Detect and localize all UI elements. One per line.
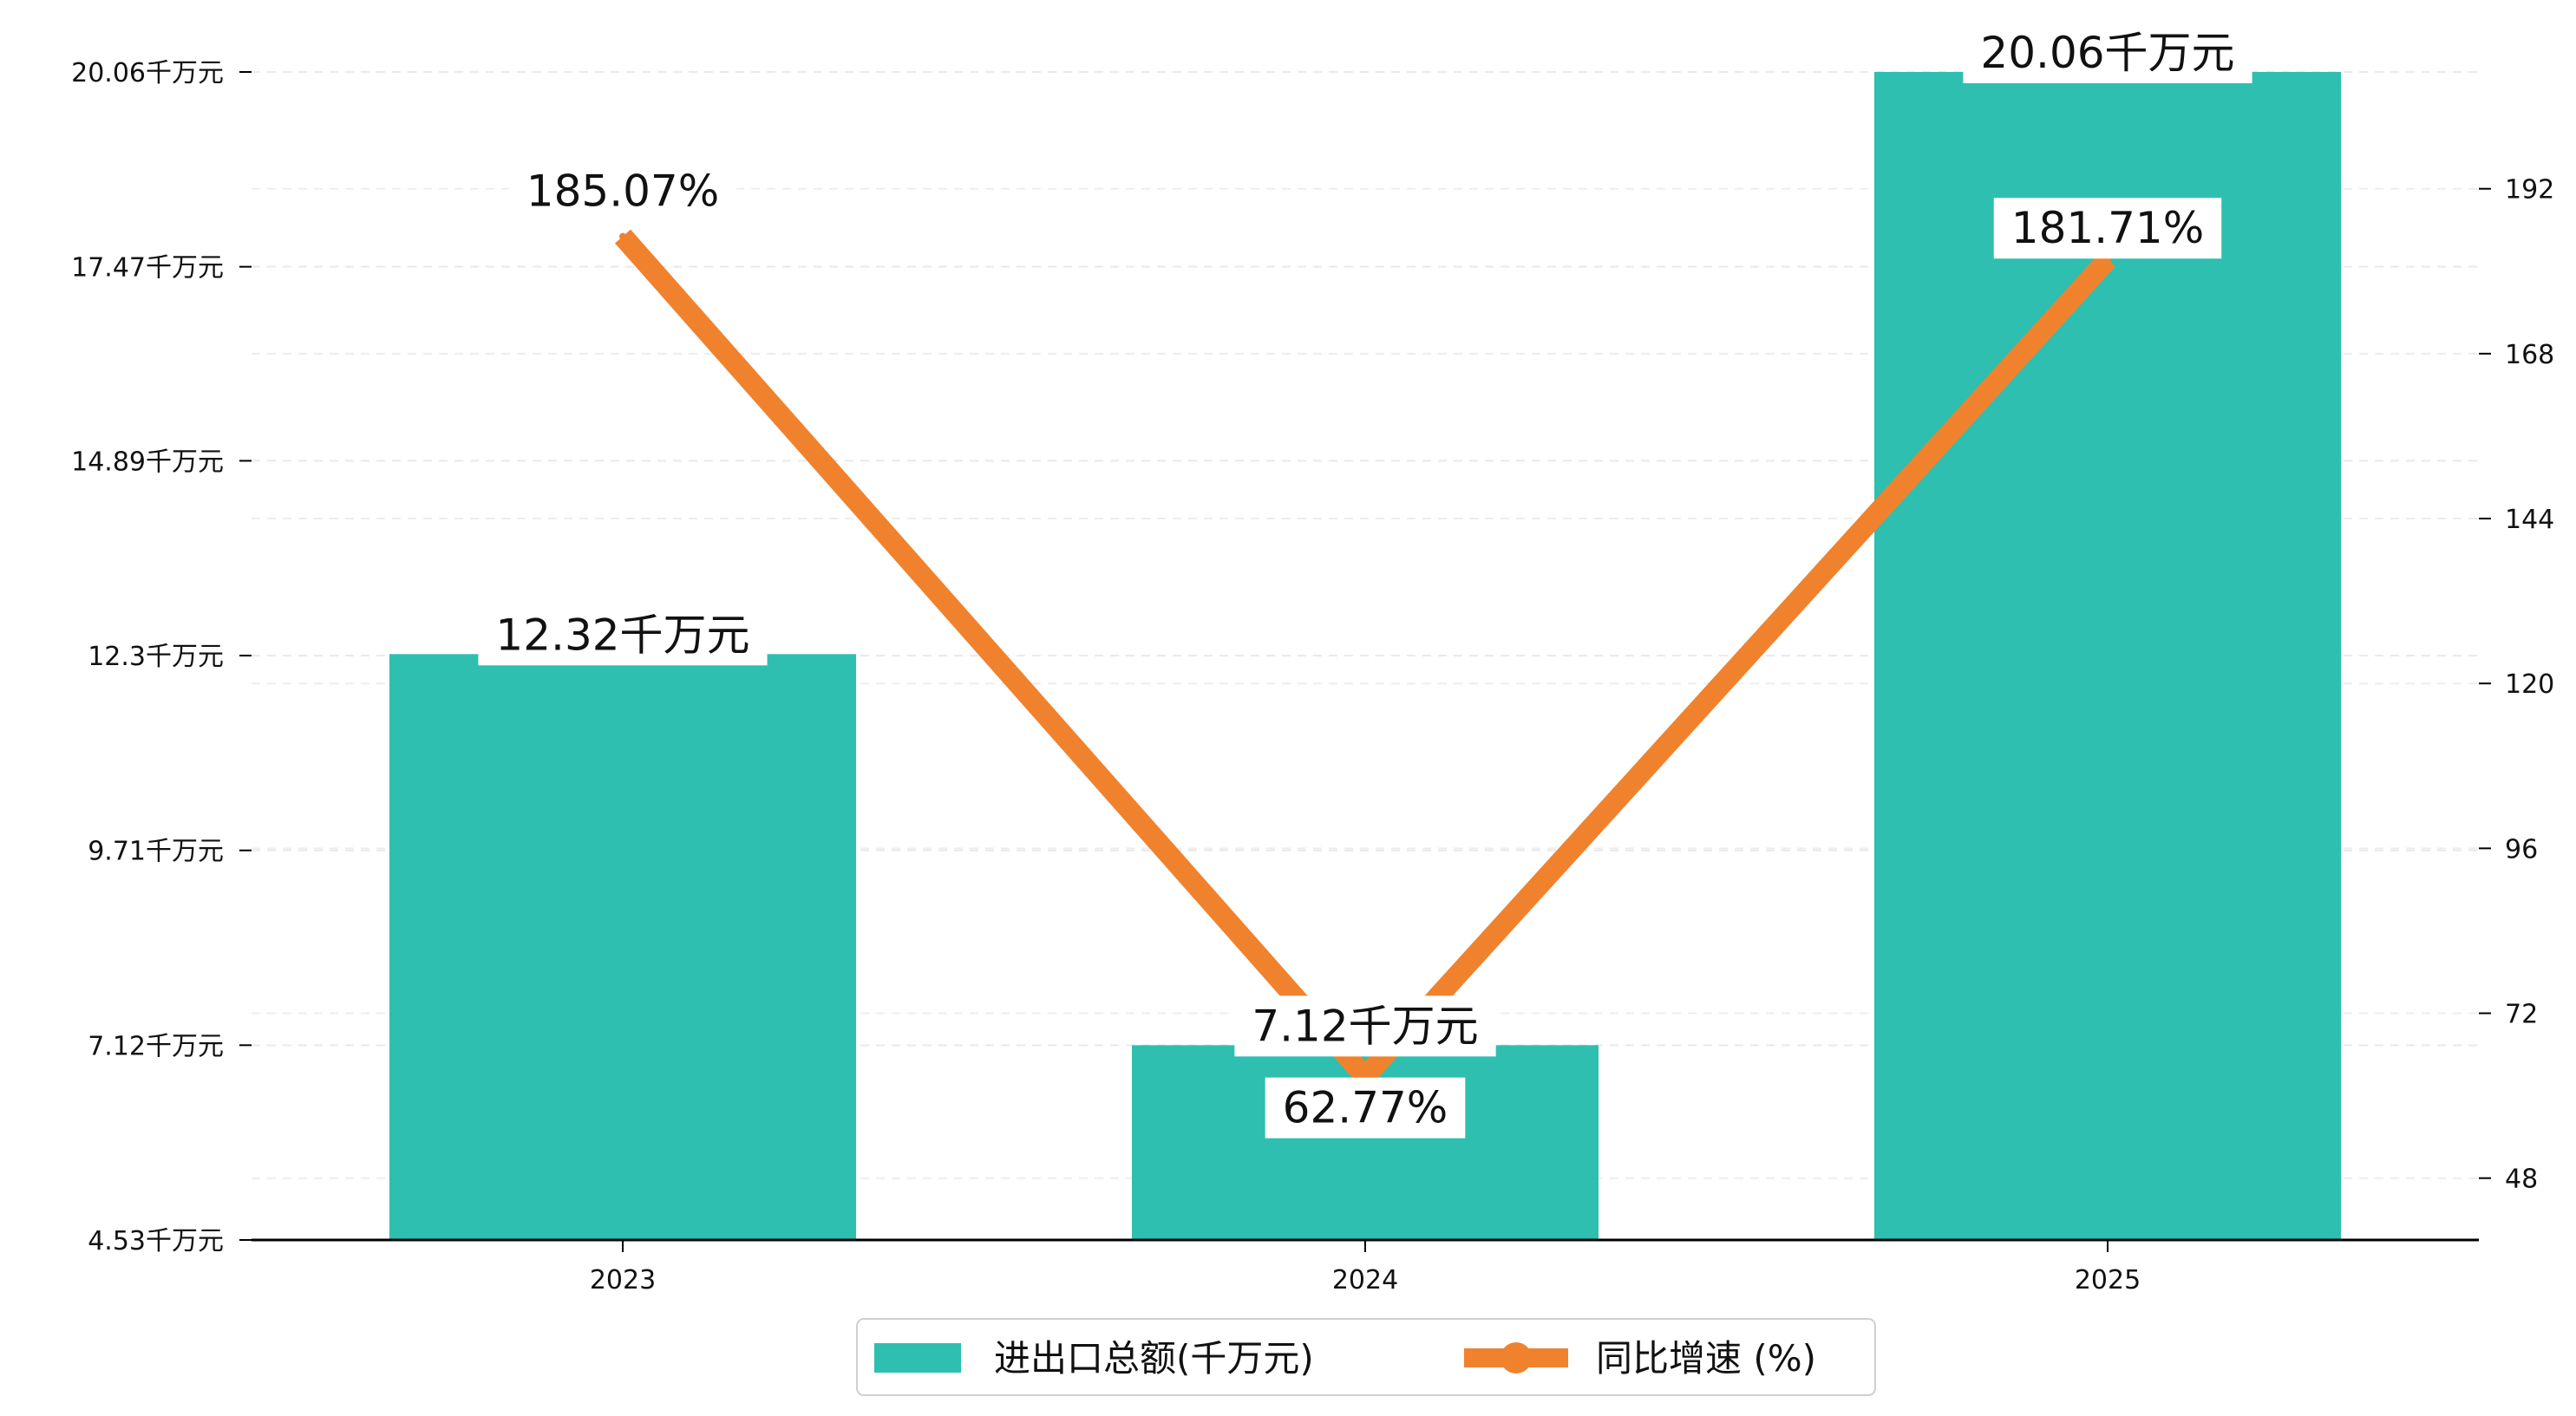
line-label-2025-box xyxy=(1993,198,2222,259)
axes: 4.53千万元 7.12千万元 9.71千万元 12.3千万元 14.89千万元 17.4… xyxy=(71,58,2554,1295)
bar-label-2024-text: 7.12千万元 xyxy=(1252,1001,1478,1051)
bar-label-2025-box xyxy=(1963,23,2252,83)
y-right-tick-label: 72 xyxy=(2505,1000,2538,1030)
growth-point-2023 xyxy=(619,232,626,240)
x-tick-label: 2024 xyxy=(1332,1265,1398,1295)
line-label-2024-box xyxy=(1265,1077,1466,1139)
legend-line-marker xyxy=(1500,1342,1532,1374)
x-tick-label: 2025 xyxy=(2075,1265,2141,1295)
y-left-tick-label: 17.47千万元 xyxy=(71,253,224,284)
y-left-tick-label: 20.06千万元 xyxy=(71,58,224,88)
line-label-2024: 62.77% xyxy=(1265,1077,1466,1139)
y-left-tick-label: 14.89千万元 xyxy=(71,447,224,477)
line-label-2024-text: 62.77% xyxy=(1283,1083,1448,1133)
y-right-tick-label: 120 xyxy=(2505,669,2554,700)
line-label-2023-text: 185.07% xyxy=(526,166,719,217)
legend-bar-label: 进出口总额(千万元) xyxy=(994,1337,1314,1380)
bar-2023 xyxy=(389,654,856,1240)
y-left-tick-label: 7.12千万元 xyxy=(88,1031,224,1061)
y-left-tick-label: 9.71千万元 xyxy=(88,837,224,867)
line-label-2025-text: 181.71% xyxy=(2011,203,2204,253)
bar-label-2023: 12.32千万元 xyxy=(478,604,768,666)
y-right-tick-label: 48 xyxy=(2505,1165,2538,1195)
line-label-2023: 185.07% xyxy=(508,160,737,222)
legend-line-label: 同比增速 (%) xyxy=(1596,1337,1816,1380)
bar-label-2023-text: 12.32千万元 xyxy=(495,610,749,660)
y-left-tick-label: 12.3千万元 xyxy=(88,642,224,672)
x-tick-label: 2023 xyxy=(590,1265,656,1295)
line-label-2023-box xyxy=(508,160,737,222)
y-right-tick-label: 192 xyxy=(2505,175,2554,206)
legend-frame xyxy=(856,1318,1876,1396)
y-right-tick-label: 168 xyxy=(2505,340,2554,370)
legend: 进出口总额(千万元) 同比增速 (%) xyxy=(856,1318,1876,1396)
line-label-2025: 181.71% xyxy=(1993,198,2222,259)
y-right-tick-label: 144 xyxy=(2505,505,2554,535)
bar-label-2024: 7.12千万元 xyxy=(1234,995,1496,1057)
y-right-tick-label: 96 xyxy=(2505,834,2538,865)
bar-label-2023-box xyxy=(478,604,768,666)
bar-label-2024-box xyxy=(1234,995,1496,1057)
bar-label-2025-text: 20.06千万元 xyxy=(1980,28,2234,78)
data-labels: 12.32千万元 7.12千万元 20.06千万元 185.07% 62.77% 181.… xyxy=(478,23,2252,1139)
legend-bar-swatch xyxy=(874,1343,961,1373)
bar-label-2025: 20.06千万元 xyxy=(1963,23,2252,83)
y-left-tick-label: 4.53千万元 xyxy=(88,1226,224,1256)
